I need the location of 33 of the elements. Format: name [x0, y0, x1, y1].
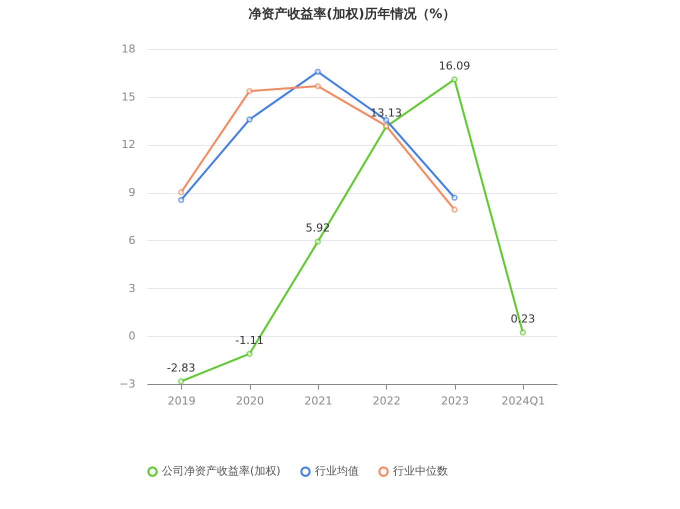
- point: [451, 206, 458, 213]
- x-tick-label: 2019: [168, 394, 196, 408]
- point: [246, 116, 253, 123]
- y-tick-label: 3: [128, 282, 136, 295]
- legend-label: 行业中位数: [393, 464, 448, 478]
- legend-label: 公司净资产收益率(加权): [162, 464, 281, 478]
- chart-title: 净资产收益率(加权)历年情况（%）: [248, 6, 456, 22]
- y-tick-label: 6: [128, 234, 136, 247]
- y-tick-label: 0: [128, 330, 136, 343]
- x-tick-label: 2020: [236, 394, 264, 408]
- point: [314, 68, 321, 75]
- point: [520, 329, 526, 336]
- point: [178, 189, 184, 196]
- x-tick-label: 2022: [372, 394, 401, 408]
- point: [246, 350, 253, 357]
- y-tick-label: 9: [128, 186, 136, 200]
- y-tick-label: 15: [122, 90, 136, 104]
- x-tick-label: 2023: [441, 394, 469, 408]
- point: [178, 196, 184, 203]
- point: [314, 238, 321, 245]
- y-tick-label: −3: [119, 378, 136, 390]
- data-label: 16.09: [438, 59, 470, 72]
- y-tick-label: 12: [122, 138, 136, 152]
- y-tick-label: 18: [122, 42, 136, 56]
- x-tick-label: 2021: [304, 394, 332, 408]
- point: [451, 76, 458, 83]
- x-tick-label: 2024Q1: [502, 394, 546, 408]
- point: [178, 378, 184, 384]
- data-label: -2.83: [166, 361, 196, 374]
- point: [451, 194, 458, 201]
- legend-label: 行业均值: [315, 464, 359, 478]
- point: [246, 88, 253, 94]
- point: [314, 83, 321, 90]
